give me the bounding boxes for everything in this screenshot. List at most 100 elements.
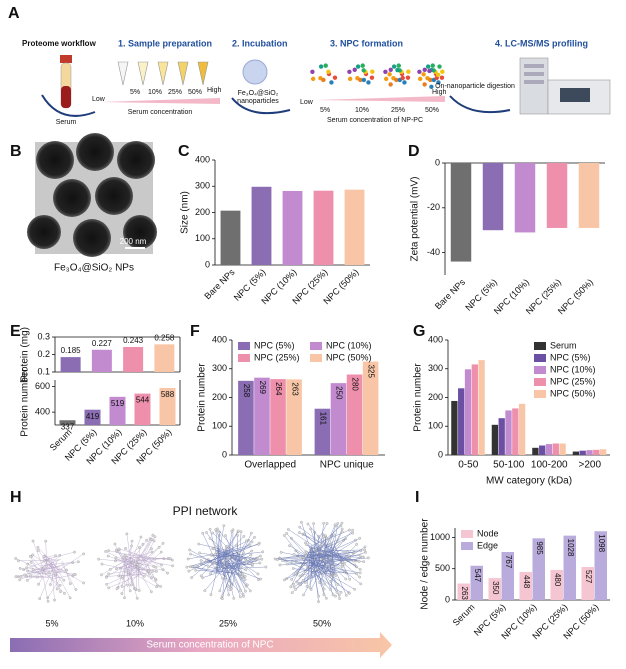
- edge: [125, 566, 149, 572]
- protein: [326, 69, 331, 75]
- legend-swatch: [534, 354, 546, 362]
- edge: [192, 566, 223, 575]
- node: [44, 539, 48, 543]
- x-tick-label: Bare NPs: [433, 277, 468, 312]
- edge: [303, 550, 330, 560]
- edge: [302, 534, 334, 555]
- edge: [216, 550, 247, 563]
- node: [62, 578, 66, 582]
- edge: [128, 536, 142, 571]
- bar: [346, 374, 363, 455]
- y-tick-label: 300: [428, 363, 443, 373]
- node: [239, 588, 242, 592]
- edge: [132, 536, 156, 566]
- node: [40, 570, 44, 573]
- node: [298, 574, 302, 578]
- protein: [360, 63, 365, 68]
- y-tick-label: 0.1: [37, 366, 50, 376]
- bar: [501, 551, 515, 600]
- bar: [482, 163, 504, 231]
- node: [224, 534, 227, 537]
- panel-label: B: [10, 143, 22, 160]
- node: [335, 590, 339, 594]
- protein: [332, 75, 338, 80]
- node: [298, 525, 302, 529]
- legend-label: NPC (25%): [254, 352, 300, 362]
- edge: [140, 555, 156, 580]
- y-tick-label: 400: [195, 154, 210, 164]
- edge: [290, 551, 310, 587]
- node: [159, 550, 163, 554]
- y-tick-label: 600: [35, 381, 50, 391]
- edge: [311, 549, 365, 552]
- edge: [299, 527, 331, 551]
- edge: [314, 555, 323, 570]
- bar: [458, 388, 465, 455]
- node: [336, 540, 340, 544]
- protein: [329, 80, 334, 85]
- node: [248, 589, 252, 593]
- node: [250, 549, 254, 553]
- node: [107, 572, 110, 576]
- edge: [215, 558, 257, 572]
- node: [29, 560, 33, 564]
- x-tick-label: Overlapped: [244, 460, 296, 471]
- node: [245, 561, 248, 565]
- edge: [300, 557, 336, 571]
- protein: [310, 76, 316, 82]
- y-tick-label: 300: [212, 363, 227, 373]
- edge: [56, 569, 67, 573]
- node: [287, 528, 290, 531]
- node: [153, 535, 157, 539]
- node: [160, 563, 163, 567]
- node: [137, 589, 141, 592]
- node: [221, 594, 224, 597]
- bar: [84, 409, 101, 425]
- bar: [498, 418, 505, 455]
- protein: [396, 63, 401, 68]
- node: [305, 543, 308, 546]
- value-label: 480: [553, 573, 562, 587]
- label: 50%: [313, 618, 331, 628]
- protein: [421, 72, 426, 77]
- edge: [129, 554, 173, 561]
- edge: [315, 551, 348, 559]
- value-label: 0.185: [61, 346, 82, 355]
- edge: [38, 550, 58, 575]
- y-tick-label: -40: [427, 247, 440, 257]
- edge: [284, 535, 312, 571]
- edge: [41, 570, 61, 586]
- edge: [127, 569, 145, 586]
- node: [279, 550, 283, 554]
- edge: [198, 543, 231, 552]
- y-tick-label: 200: [212, 392, 227, 402]
- bar: [313, 190, 334, 265]
- value-label: 419: [86, 412, 100, 421]
- edge: [217, 550, 247, 587]
- label: 10%: [126, 618, 144, 628]
- value-label: 337: [61, 422, 75, 431]
- protein: [310, 69, 315, 74]
- edge: [232, 554, 251, 564]
- label: Fe₃O₄@SiO₂: [238, 90, 279, 97]
- node: [150, 547, 153, 551]
- edge: [42, 551, 75, 561]
- node: [285, 562, 289, 566]
- edge: [226, 549, 236, 570]
- edge: [27, 563, 44, 578]
- edge: [310, 528, 326, 571]
- node: [19, 575, 23, 579]
- edge: [118, 563, 124, 577]
- label: 5%: [45, 618, 58, 628]
- legend-label: Node: [477, 528, 499, 538]
- protein: [427, 68, 432, 74]
- node: [336, 522, 340, 525]
- legend-label: NPC (10%): [326, 340, 372, 350]
- protein: [436, 80, 441, 85]
- bar: [123, 346, 144, 372]
- node: [128, 589, 132, 593]
- edge: [108, 571, 125, 575]
- label: Serum: [56, 119, 77, 126]
- edge: [323, 558, 354, 562]
- node: [236, 529, 240, 533]
